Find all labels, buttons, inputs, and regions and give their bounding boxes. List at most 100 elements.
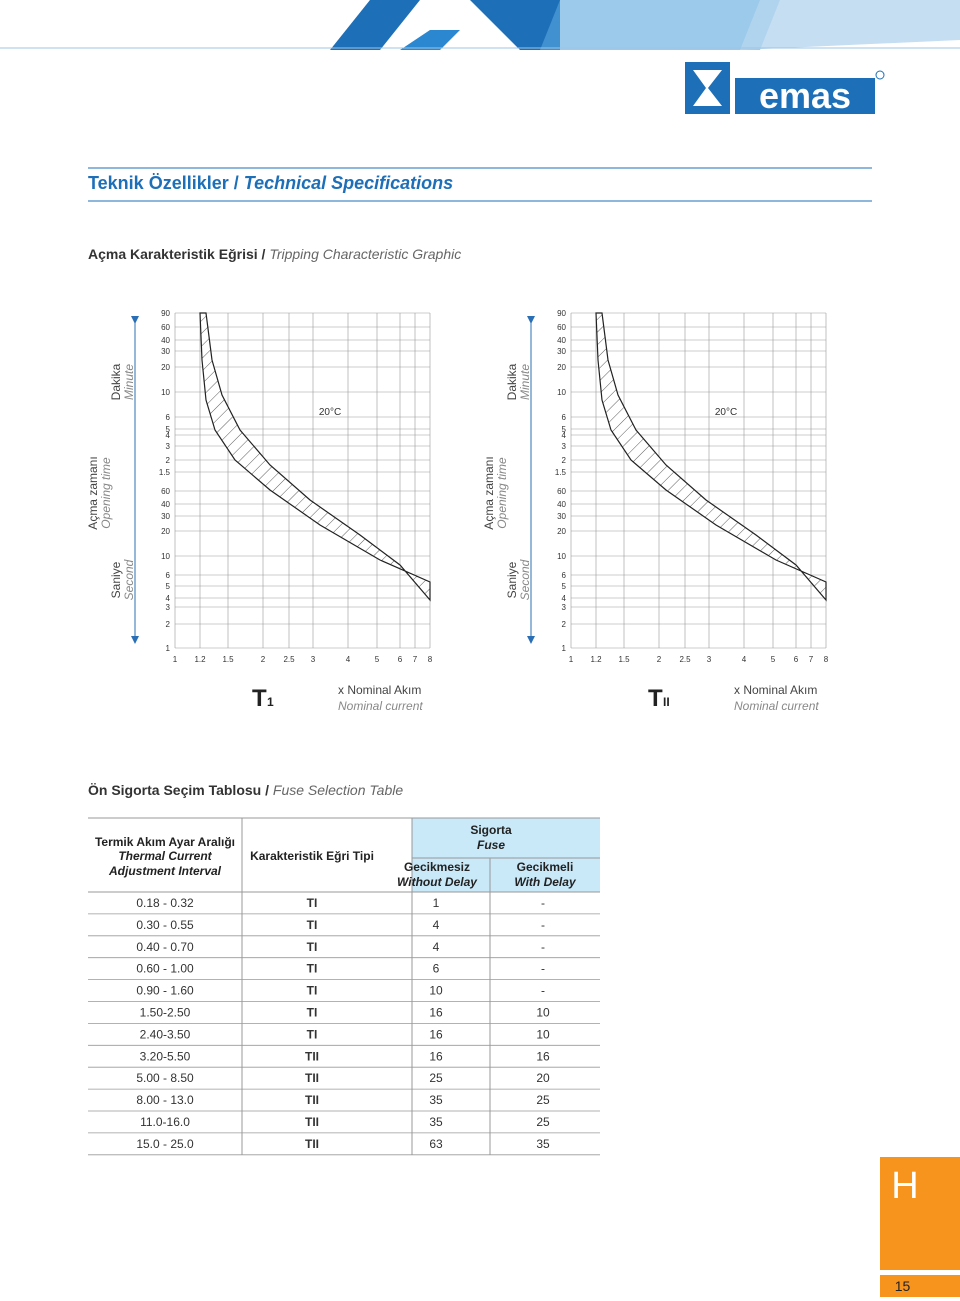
x-tick-label: 2.5	[679, 655, 691, 664]
y-tick-label: 60	[557, 487, 566, 496]
x-tick-label: 4	[742, 655, 747, 664]
y-tick-label: 6	[166, 413, 171, 422]
top-decoration	[0, 0, 960, 50]
y-tick-label: 90	[161, 309, 170, 318]
fuse-title: Ön Sigorta Seçim Tablosu / Fuse Selectio…	[88, 782, 404, 798]
temperature: 20°C	[319, 407, 341, 418]
axis-label: Minute	[518, 364, 532, 400]
y-tick-label: 20	[557, 363, 566, 372]
table-cell: TI	[307, 1027, 318, 1041]
y-tick-label: 3	[166, 603, 171, 612]
x-axis-label: x Nominal Akım	[734, 683, 817, 697]
table-cell: 16	[429, 1006, 443, 1020]
x-tick-label: 1.5	[618, 655, 630, 664]
y-tick-label: 1	[166, 644, 171, 653]
table-cell: 20	[536, 1071, 550, 1085]
y-tick-label: 2	[166, 620, 171, 629]
x-tick-label: 2.5	[283, 655, 295, 664]
table-cell: 10	[429, 984, 443, 998]
table-cell: 25	[536, 1115, 550, 1129]
x-tick-label: 1.2	[590, 655, 602, 664]
y-tick-label: 40	[161, 500, 170, 509]
axis-label: Minute	[122, 364, 136, 400]
graphic-title: Açma Karakteristik Eğrisi / Tripping Cha…	[88, 246, 462, 262]
curve-label: T	[252, 685, 267, 712]
table-cell: TI	[307, 984, 318, 998]
table-cell: 1	[433, 896, 440, 910]
table-header: With Delay	[514, 875, 577, 889]
tab-letter: H	[891, 1165, 919, 1207]
y-tick-label: 30	[161, 512, 170, 521]
table-cell: 4	[433, 940, 440, 954]
table-cell: TII	[305, 1049, 319, 1063]
section-title: Teknik Özellikler / Technical Specificat…	[88, 173, 454, 193]
y-tick-label: 5	[166, 582, 171, 591]
x-tick-label: 1	[173, 655, 178, 664]
y-tick-label: 30	[161, 347, 170, 356]
y-tick-label: 4	[562, 594, 567, 603]
table-cell: 10	[536, 1027, 550, 1041]
table-cell: 35	[429, 1093, 443, 1107]
table-cell: 3.20-5.50	[140, 1049, 191, 1063]
y-tick-label: 20	[557, 527, 566, 536]
table-cell: TII	[305, 1137, 319, 1151]
y-tick-label: 10	[161, 552, 170, 561]
table-header: Without Delay	[397, 875, 478, 889]
table-cell: 0.30 - 0.55	[136, 918, 194, 932]
y-tick-label: 6	[166, 571, 171, 580]
table-header: Karakteristik Eğri Tipi	[250, 849, 374, 863]
table-header: Gecikmesiz	[404, 860, 470, 874]
y-tick-label: 4	[166, 431, 171, 440]
y-tick-label: 2	[166, 456, 171, 465]
table-cell: 11.0-16.0	[140, 1115, 190, 1129]
y-tick-label: 40	[161, 336, 170, 345]
page-number: 15	[894, 1278, 911, 1294]
table-cell: TI	[307, 1006, 318, 1020]
axis-label: Dakika	[505, 363, 519, 400]
axis-label: Second	[518, 559, 532, 600]
table-cell: -	[541, 940, 545, 954]
x-tick-label: 1.2	[194, 655, 206, 664]
table-cell: -	[541, 962, 545, 976]
table-cell: 0.90 - 1.60	[136, 984, 194, 998]
y-tick-label: 10	[161, 388, 170, 397]
x-axis-label: Nominal current	[338, 699, 423, 713]
axis-label: Second	[122, 559, 136, 600]
y-tick-label: 1.5	[555, 468, 567, 477]
table-cell: 16	[429, 1049, 443, 1063]
x-axis-label: Nominal current	[734, 699, 819, 713]
y-tick-label: 30	[557, 347, 566, 356]
y-tick-label: 5	[562, 425, 567, 434]
x-tick-label: 5	[771, 655, 776, 664]
table-header: Fuse	[477, 838, 505, 852]
table-cell: 35	[429, 1115, 443, 1129]
y-tick-label: 10	[557, 388, 566, 397]
y-tick-label: 30	[557, 512, 566, 521]
axis-label: Açma zamanı	[482, 456, 496, 529]
x-tick-label: 3	[311, 655, 316, 664]
table-header: Gecikmeli	[517, 860, 574, 874]
table-cell: 16	[536, 1049, 550, 1063]
y-tick-label: 20	[161, 527, 170, 536]
table-cell: -	[541, 984, 545, 998]
tripping-band	[199, 312, 431, 602]
table-cell: 0.60 - 1.00	[136, 962, 194, 976]
x-tick-label: 6	[794, 655, 799, 664]
table-cell: TI	[307, 918, 318, 932]
table-header: Termik Akım Ayar Aralığı	[95, 835, 235, 849]
tab	[880, 1157, 960, 1270]
table-cell: 8.00 - 13.0	[136, 1093, 194, 1107]
table-cell: 2.40-3.50	[140, 1027, 191, 1041]
table-cell: 63	[429, 1137, 443, 1151]
table-cell: 1.50-2.50	[140, 1006, 191, 1020]
header-bg	[412, 818, 600, 892]
table-cell: TII	[305, 1071, 319, 1085]
y-tick-label: 2	[562, 456, 567, 465]
axis-label: Dakika	[109, 363, 123, 400]
table-header: Thermal Current	[118, 849, 212, 863]
table-cell: 4	[433, 918, 440, 932]
table-cell: 10	[536, 1006, 550, 1020]
y-tick-label: 3	[562, 603, 567, 612]
